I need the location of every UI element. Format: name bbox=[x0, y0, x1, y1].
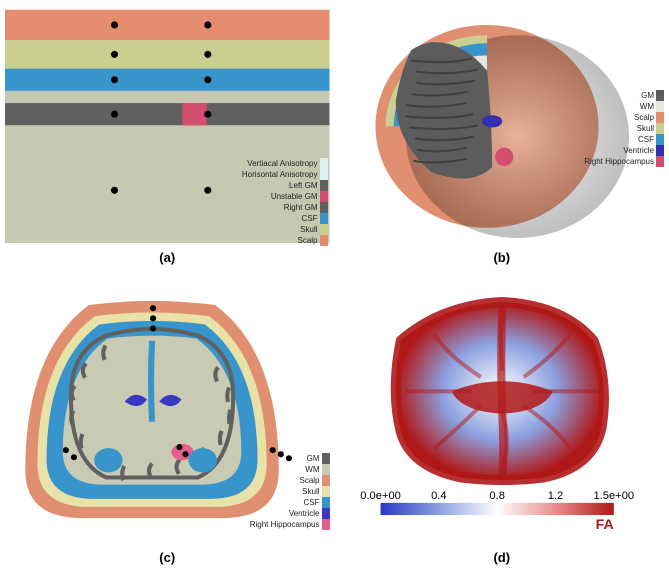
legend-swatch bbox=[320, 180, 328, 191]
legend-label: WM bbox=[640, 102, 654, 111]
panel-d-figure: 0.0e+00 0.4 0.8 1.2 1.5e+00 FA bbox=[340, 275, 665, 548]
legend-label: Skull bbox=[637, 124, 654, 133]
legend-item: Scalp bbox=[299, 475, 329, 486]
legend-swatch bbox=[656, 156, 664, 167]
legend-item: CSF bbox=[302, 213, 328, 224]
panel-c-figure: GM WM Scalp Skull CSF Ventricle Right Hippocam… bbox=[5, 275, 330, 548]
legend-item: WM bbox=[305, 464, 329, 475]
svg-text:0.0e+00: 0.0e+00 bbox=[360, 490, 401, 502]
legend-label: Left GM bbox=[289, 181, 317, 190]
legend-item: Horisontal Anisotropy bbox=[242, 169, 328, 180]
svg-text:FA: FA bbox=[595, 517, 613, 533]
legend-label: CSF bbox=[302, 214, 318, 223]
legend-label: Vertiacal Anisotropy bbox=[247, 159, 317, 168]
panel-c-legend: GM WM Scalp Skull CSF Ventricle Right Hippocam… bbox=[250, 453, 330, 530]
legend-item: Scalp bbox=[634, 112, 664, 123]
legend-item: Skull bbox=[302, 486, 329, 497]
legend-item: Left GM bbox=[289, 180, 327, 191]
panel-a: Vertiacal Anisotropy Horisontal Anisotrop… bbox=[0, 0, 335, 270]
legend-item: Right GM bbox=[284, 202, 328, 213]
legend-label: Ventricle bbox=[289, 509, 320, 518]
legend-swatch bbox=[322, 497, 330, 508]
legend-swatch bbox=[322, 519, 330, 530]
legend-item: CSF bbox=[638, 134, 664, 145]
svg-text:1.5e+00: 1.5e+00 bbox=[593, 490, 634, 502]
panel-d-label: (d) bbox=[493, 550, 510, 565]
legend-item: GM bbox=[641, 90, 664, 101]
legend-swatch bbox=[320, 224, 328, 235]
legend-item: Unstable GM bbox=[271, 191, 328, 202]
panel-b-figure: GM WM Scalp Skull CSF Ventricle Right Hippocam… bbox=[340, 5, 665, 248]
legend-label: CSF bbox=[304, 498, 320, 507]
legend-swatch bbox=[320, 202, 328, 213]
panel-c: GM WM Scalp Skull CSF Ventricle Right Hippocam… bbox=[0, 270, 335, 570]
panel-c-label: (c) bbox=[159, 550, 175, 565]
panel-b-label: (b) bbox=[493, 250, 510, 265]
legend-label: Ventricle bbox=[623, 146, 654, 155]
panel-b: GM WM Scalp Skull CSF Ventricle Right Hippocam… bbox=[335, 0, 669, 270]
legend-swatch bbox=[656, 112, 664, 123]
legend-swatch bbox=[656, 134, 664, 145]
legend-item: CSF bbox=[304, 497, 330, 508]
legend-label: Right Hippocampus bbox=[250, 520, 320, 529]
legend-item: Ventricle bbox=[289, 508, 330, 519]
legend-label: Skull bbox=[300, 225, 317, 234]
legend-item: Right Hippocampus bbox=[584, 156, 664, 167]
svg-text:0.8: 0.8 bbox=[489, 490, 505, 502]
legend-swatch bbox=[320, 235, 328, 246]
panel-b-legend: GM WM Scalp Skull CSF Ventricle Right Hippocam… bbox=[584, 90, 664, 167]
legend-label: GM bbox=[307, 454, 320, 463]
legend-swatch bbox=[320, 191, 328, 202]
svg-text:0.4: 0.4 bbox=[431, 490, 447, 502]
legend-label: CSF bbox=[638, 135, 654, 144]
legend-swatch bbox=[322, 486, 330, 497]
legend-label: Scalp bbox=[299, 476, 319, 485]
legend-swatch bbox=[320, 158, 328, 169]
legend-swatch bbox=[656, 101, 664, 112]
legend-swatch bbox=[656, 123, 664, 134]
legend-label: Unstable GM bbox=[271, 192, 318, 201]
legend-item: Ventricle bbox=[623, 145, 664, 156]
legend-item: Skull bbox=[637, 123, 664, 134]
panel-a-figure: Vertiacal Anisotropy Horisontal Anisotrop… bbox=[5, 5, 330, 248]
legend-swatch bbox=[322, 453, 330, 464]
legend-swatch bbox=[320, 213, 328, 224]
legend-item: Skull bbox=[300, 224, 327, 235]
panel-a-label: (a) bbox=[159, 250, 175, 265]
legend-label: WM bbox=[305, 465, 319, 474]
legend-item: Vertiacal Anisotropy bbox=[247, 158, 327, 169]
panel-d: 0.0e+00 0.4 0.8 1.2 1.5e+00 FA (d) bbox=[335, 270, 669, 570]
legend-item: GM bbox=[307, 453, 330, 464]
legend-label: Skull bbox=[302, 487, 319, 496]
legend-item: Right Hippocampus bbox=[250, 519, 330, 530]
svg-text:1.2: 1.2 bbox=[547, 490, 563, 502]
legend-swatch bbox=[656, 145, 664, 156]
legend-label: Right Hippocampus bbox=[584, 157, 654, 166]
legend-swatch bbox=[320, 169, 328, 180]
legend-swatch bbox=[322, 464, 330, 475]
legend-item: WM bbox=[640, 101, 664, 112]
legend-label: Horisontal Anisotropy bbox=[242, 170, 318, 179]
legend-label: Right GM bbox=[284, 203, 318, 212]
legend-label: Scalp bbox=[297, 236, 317, 245]
legend-label: Scalp bbox=[634, 113, 654, 122]
legend-swatch bbox=[322, 508, 330, 519]
legend-swatch bbox=[322, 475, 330, 486]
legend-swatch bbox=[656, 90, 664, 101]
legend-item: Scalp bbox=[297, 235, 327, 246]
legend-label: GM bbox=[641, 91, 654, 100]
panel-a-legend: Vertiacal Anisotropy Horisontal Anisotrop… bbox=[242, 158, 328, 246]
